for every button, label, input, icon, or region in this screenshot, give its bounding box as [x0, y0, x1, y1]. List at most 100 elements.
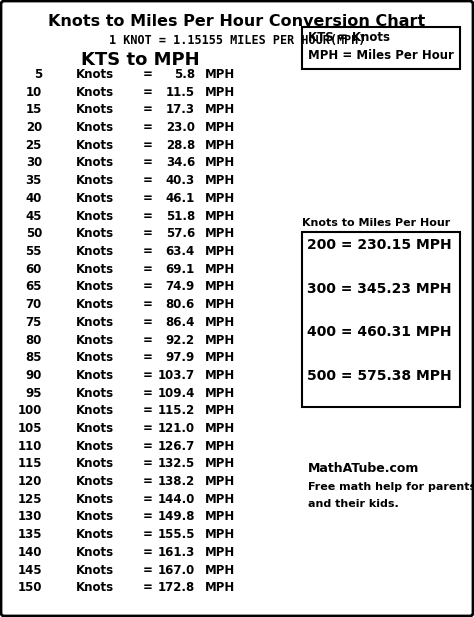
Text: Knots: Knots — [76, 104, 114, 117]
Text: MPH: MPH — [205, 227, 235, 240]
Text: MPH: MPH — [205, 316, 235, 329]
Text: MPH: MPH — [205, 440, 235, 453]
Text: Knots: Knots — [76, 581, 114, 594]
Text: 45: 45 — [26, 210, 42, 223]
Text: 125: 125 — [18, 493, 42, 506]
Text: MPH: MPH — [205, 404, 235, 417]
Text: 150: 150 — [18, 581, 42, 594]
Text: MPH: MPH — [205, 280, 235, 294]
Text: Knots: Knots — [76, 263, 114, 276]
Text: Knots: Knots — [76, 68, 114, 81]
Text: =: = — [143, 457, 153, 470]
Text: =: = — [143, 581, 153, 594]
Text: 10: 10 — [26, 86, 42, 99]
Text: 110: 110 — [18, 440, 42, 453]
Text: Knots: Knots — [76, 475, 114, 488]
Text: =: = — [143, 546, 153, 559]
Text: MPH: MPH — [205, 457, 235, 470]
Text: Knots: Knots — [76, 546, 114, 559]
Text: 132.5: 132.5 — [158, 457, 195, 470]
Text: Knots: Knots — [76, 298, 114, 311]
Text: Knots: Knots — [76, 493, 114, 506]
Text: =: = — [143, 404, 153, 417]
Text: 149.8: 149.8 — [157, 510, 195, 523]
Text: MPH: MPH — [205, 157, 235, 170]
Text: 25: 25 — [26, 139, 42, 152]
FancyBboxPatch shape — [302, 27, 460, 69]
Text: 40: 40 — [26, 192, 42, 205]
Text: 500 = 575.38 MPH: 500 = 575.38 MPH — [307, 369, 452, 383]
Text: MPH: MPH — [205, 139, 235, 152]
Text: MPH: MPH — [205, 422, 235, 435]
Text: Knots: Knots — [76, 245, 114, 258]
Text: MPH: MPH — [205, 563, 235, 577]
Text: 51.8: 51.8 — [166, 210, 195, 223]
Text: =: = — [143, 104, 153, 117]
Text: =: = — [143, 316, 153, 329]
Text: Knots: Knots — [76, 457, 114, 470]
Text: MPH: MPH — [205, 210, 235, 223]
Text: =: = — [143, 298, 153, 311]
Text: 145: 145 — [18, 563, 42, 577]
Text: Knots: Knots — [76, 404, 114, 417]
Text: MPH: MPH — [205, 475, 235, 488]
Text: Knots: Knots — [76, 210, 114, 223]
Text: 75: 75 — [26, 316, 42, 329]
Text: Knots: Knots — [76, 422, 114, 435]
Text: 105: 105 — [18, 422, 42, 435]
Text: 80: 80 — [26, 334, 42, 347]
Text: MPH: MPH — [205, 121, 235, 134]
Text: 34.6: 34.6 — [166, 157, 195, 170]
Text: 35: 35 — [26, 174, 42, 187]
Text: MPH: MPH — [205, 192, 235, 205]
Text: 172.8: 172.8 — [158, 581, 195, 594]
Text: Knots to Miles Per Hour: Knots to Miles Per Hour — [302, 218, 450, 228]
Text: 121.0: 121.0 — [158, 422, 195, 435]
Text: =: = — [143, 493, 153, 506]
Text: Knots: Knots — [76, 510, 114, 523]
Text: 15: 15 — [26, 104, 42, 117]
Text: =: = — [143, 245, 153, 258]
Text: Knots: Knots — [76, 121, 114, 134]
Text: MPH: MPH — [205, 493, 235, 506]
Text: 200 = 230.15 MPH: 200 = 230.15 MPH — [307, 238, 452, 252]
Text: Knots: Knots — [76, 563, 114, 577]
Text: 167.0: 167.0 — [158, 563, 195, 577]
Text: Knots to Miles Per Hour Conversion Chart: Knots to Miles Per Hour Conversion Chart — [48, 14, 426, 29]
Text: MPH: MPH — [205, 510, 235, 523]
Text: 155.5: 155.5 — [157, 528, 195, 541]
Text: 400 = 460.31 MPH: 400 = 460.31 MPH — [307, 326, 452, 339]
Text: 138.2: 138.2 — [158, 475, 195, 488]
Text: MPH: MPH — [205, 68, 235, 81]
Text: 95: 95 — [26, 387, 42, 400]
Text: 103.7: 103.7 — [158, 369, 195, 382]
Text: 300 = 345.23 MPH: 300 = 345.23 MPH — [307, 282, 452, 296]
Text: =: = — [143, 510, 153, 523]
Text: Knots: Knots — [76, 440, 114, 453]
Text: 144.0: 144.0 — [158, 493, 195, 506]
Text: 74.9: 74.9 — [166, 280, 195, 294]
Text: =: = — [143, 563, 153, 577]
Text: =: = — [143, 174, 153, 187]
Text: 20: 20 — [26, 121, 42, 134]
Text: 46.1: 46.1 — [166, 192, 195, 205]
Text: MPH: MPH — [205, 334, 235, 347]
Text: 5.8: 5.8 — [174, 68, 195, 81]
Text: 60: 60 — [26, 263, 42, 276]
Text: Knots: Knots — [76, 369, 114, 382]
Text: 126.7: 126.7 — [158, 440, 195, 453]
Text: =: = — [143, 86, 153, 99]
Text: Knots: Knots — [76, 316, 114, 329]
Text: =: = — [143, 68, 153, 81]
Text: =: = — [143, 475, 153, 488]
Text: Free math help for parents: Free math help for parents — [308, 482, 474, 492]
Text: MPH: MPH — [205, 351, 235, 364]
Text: MathATube.com: MathATube.com — [308, 462, 419, 475]
Text: MPH: MPH — [205, 369, 235, 382]
Text: 120: 120 — [18, 475, 42, 488]
Text: 40.3: 40.3 — [166, 174, 195, 187]
Text: =: = — [143, 528, 153, 541]
Text: MPH: MPH — [205, 387, 235, 400]
Text: Knots: Knots — [76, 174, 114, 187]
Text: Knots: Knots — [76, 528, 114, 541]
